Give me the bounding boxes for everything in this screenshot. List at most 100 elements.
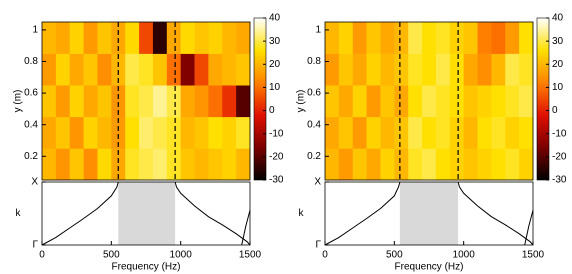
heat-cell [236,22,251,54]
heat-cell [194,148,209,181]
x-axis-label: Frequency (Hz) [395,262,464,273]
dispersion-curve [41,181,119,246]
heat-cell [394,53,409,86]
heat-cell [352,53,367,86]
heat-cell [380,85,395,118]
heat-cell [422,53,437,86]
heat-cell [180,22,195,54]
heat-cell [208,85,223,118]
heat-cell [180,116,195,149]
band-gap [118,182,176,245]
heat-cell [152,85,168,118]
heat-cell [208,22,223,54]
dispersion-curve [457,181,534,246]
y-tick-label: 1 [315,25,321,36]
heatmap-frame [41,21,251,181]
heat-cell [325,116,340,149]
heat-cell [477,85,492,118]
y-tick-label: 0.2 [24,151,38,162]
heat-cell [505,22,520,54]
colorbar-tick-label: 20 [552,59,564,70]
heat-cell [477,116,492,149]
y-tick-label: 1 [32,25,38,36]
x-tick-label: 500 [386,250,403,261]
heat-cell [338,116,354,149]
dispersion-curve [174,181,251,246]
heat-cell [394,148,409,181]
colorbar-tick-label: 10 [552,82,564,93]
heat-cell [394,116,409,149]
heat-cell [352,148,367,181]
heat-cell [208,116,223,149]
heat-cell [83,53,98,86]
heat-cell [491,148,506,181]
heat-cell [408,22,423,54]
heat-cell [380,116,395,149]
y-tick-label: 0.6 [24,88,38,99]
heat-cell [505,148,520,181]
x-tick-label: 1500 [522,250,545,261]
heat-cell [491,22,506,54]
heat-cell [394,85,409,118]
k-tick-label: X [31,177,38,188]
heat-cell [463,116,478,149]
heat-cell [152,22,168,54]
heat-cell [463,53,478,86]
heat-cell [408,116,423,149]
heat-cell [166,116,181,149]
heat-cell [139,148,154,181]
colorbar-tick-label: 30 [552,36,564,47]
colorbar-tick-label: 0 [552,105,558,116]
y-tick-label: 0.4 [307,119,321,130]
heat-cell [435,22,451,54]
heat-cell [55,85,71,118]
colorbar-tick-label: 40 [552,13,564,24]
heat-cell [236,116,251,149]
heat-cell [408,148,423,181]
heat-cell [519,22,534,54]
heat-cell [152,53,168,86]
colorbar-tick-label: -20 [269,151,284,162]
heat-cell [222,85,237,118]
heat-cell [435,116,451,149]
heat-cell [352,85,367,118]
heat-cell [69,148,84,181]
heat-cell [408,85,423,118]
heat-cell [166,85,181,118]
heat-cell [338,53,354,86]
dispersion-frame [41,181,251,246]
heat-cell [83,148,98,181]
heat-cell [97,116,112,149]
heat-cell [236,53,251,86]
dispersion-curve [524,210,534,246]
heat-cell [69,53,84,86]
heat-cell [208,148,223,181]
dispersion-curve [324,181,401,246]
heat-cell [435,53,451,86]
x-axis-label: Frequency (Hz) [112,262,181,273]
heat-cell [139,22,154,54]
heat-cell [394,22,409,54]
heat-cell [519,85,534,118]
heat-cell [69,116,84,149]
heat-cell [125,116,140,149]
y-axis-label: y (m) [296,90,307,113]
heat-cell [477,148,492,181]
heat-cell [180,85,195,118]
heat-cell [111,148,126,181]
heat-cell [42,53,57,86]
heat-cell [491,85,506,118]
colorbar-tick-label: 10 [269,82,281,93]
heat-cell [236,148,251,181]
heat-cell [449,148,464,181]
heat-cell [325,22,340,54]
heat-cell [55,22,71,54]
dispersion-frame [324,181,534,246]
x-tick-label: 1000 [453,250,476,261]
heat-cell [352,22,367,54]
heat-cell [449,22,464,54]
colorbar-tick-label: 40 [269,13,281,24]
heat-cell [422,116,437,149]
heat-cell [83,85,98,118]
